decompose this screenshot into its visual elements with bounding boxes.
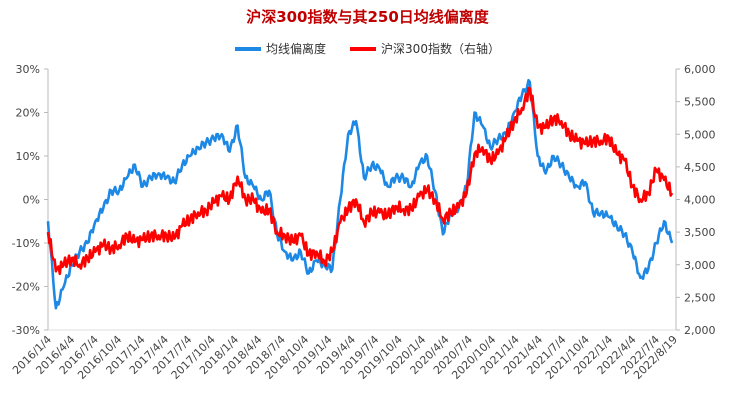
legend: 均线偏离度 沪深300指数（右轴） (0, 40, 735, 57)
y-right-tick-label: 3,500 (684, 226, 716, 239)
y-left-tick-label: 0% (23, 194, 40, 207)
y-right-tick-label: 2,500 (684, 291, 716, 304)
legend-label: 均线偏离度 (266, 42, 327, 56)
legend-item-deviation: 均线偏离度 (235, 40, 326, 57)
chart-title: 沪深300指数与其250日均线偏离度 (246, 8, 489, 26)
y-left-tick-label: 30% (16, 63, 40, 76)
y-right-tick-label: 5,000 (684, 128, 716, 141)
y-right-tick-label: 3,000 (684, 259, 716, 272)
y-left-tick-label: -30% (12, 324, 40, 337)
index-line (46, 86, 674, 276)
deviation-line (46, 78, 674, 310)
y-left-tick-label: -10% (12, 237, 40, 250)
y-left-tick-label: 20% (16, 107, 40, 120)
legend-swatch-red (350, 46, 377, 51)
legend-label: 沪深300指数（右轴） (381, 42, 500, 56)
y-left-tick-label: 10% (16, 150, 40, 163)
y-right-tick-label: 2,000 (684, 324, 716, 337)
y-right-tick-label: 5,500 (684, 96, 716, 109)
legend-swatch-blue (235, 46, 262, 51)
y-right-tick-label: 6,000 (684, 63, 716, 76)
y-right-tick-label: 4,000 (684, 194, 716, 207)
y-left-tick-label: -20% (12, 281, 40, 294)
legend-item-index: 沪深300指数（右轴） (350, 40, 500, 57)
y-right-tick-label: 4,500 (684, 161, 716, 174)
